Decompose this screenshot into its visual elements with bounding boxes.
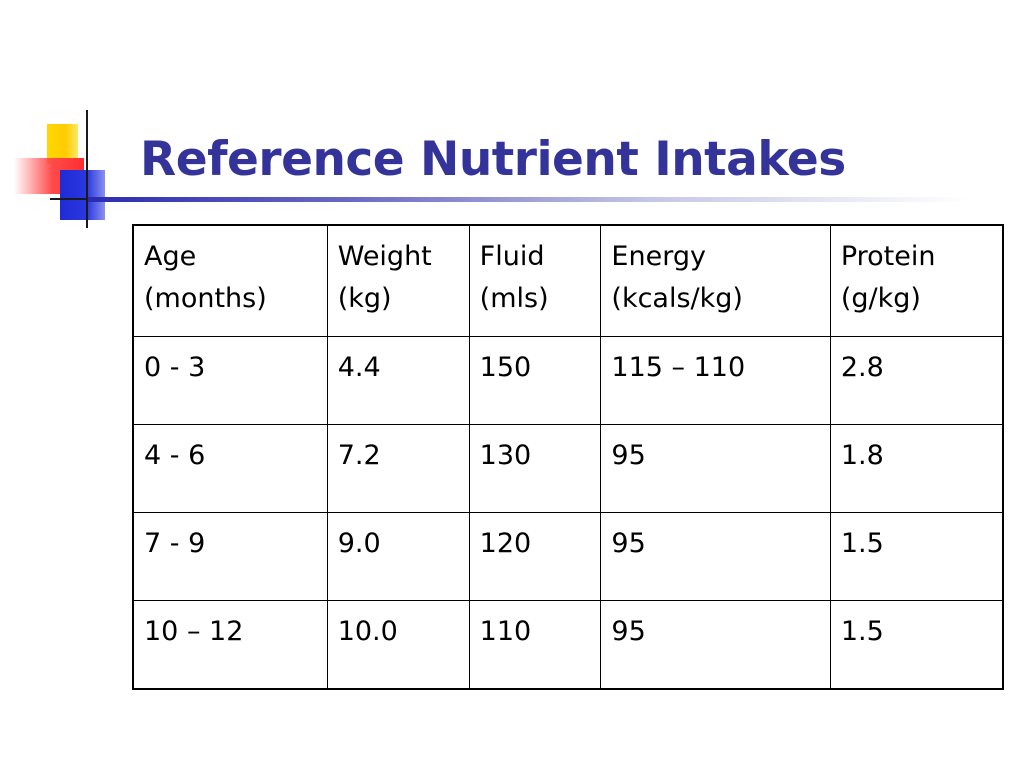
cell-age: 4 - 6 <box>132 424 328 513</box>
table-row: 0 - 3 4.4 150 115 – 110 2.8 <box>132 336 1004 425</box>
cell-protein: 1.8 <box>829 424 1004 513</box>
table-row: 10 – 12 10.0 110 95 1.5 <box>132 600 1004 690</box>
cell-energy: 95 <box>600 600 831 690</box>
header-protein: Protein (g/kg) <box>829 224 1004 337</box>
logo-blue-square <box>60 170 105 220</box>
cell-energy: 95 <box>600 424 831 513</box>
title-underline-rule <box>88 197 968 202</box>
cell-protein: 2.8 <box>829 336 1004 425</box>
logo-horizontal-line <box>50 198 110 200</box>
cell-energy: 115 – 110 <box>600 336 831 425</box>
nutrient-table: Age (months) Weight (kg) Fluid (mls) Energy… <box>132 224 1004 690</box>
cell-fluid: 110 <box>468 600 602 690</box>
cell-age: 10 – 12 <box>132 600 328 690</box>
cell-age: 7 - 9 <box>132 512 328 601</box>
logo-vertical-line <box>86 110 88 228</box>
table-row: 7 - 9 9.0 120 95 1.5 <box>132 512 1004 601</box>
header-weight: Weight (kg) <box>326 224 470 337</box>
cell-age: 0 - 3 <box>132 336 328 425</box>
header-age: Age (months) <box>132 224 328 337</box>
slide-title: Reference Nutrient Intakes <box>140 132 846 187</box>
cell-fluid: 130 <box>468 424 602 513</box>
logo-yellow-square <box>47 124 78 164</box>
cell-energy: 95 <box>600 512 831 601</box>
cell-weight: 9.0 <box>326 512 470 601</box>
cell-protein: 1.5 <box>829 512 1004 601</box>
header-fluid: Fluid (mls) <box>468 224 602 337</box>
table-row: 4 - 6 7.2 130 95 1.8 <box>132 424 1004 513</box>
cell-protein: 1.5 <box>829 600 1004 690</box>
cell-weight: 7.2 <box>326 424 470 513</box>
cell-weight: 4.4 <box>326 336 470 425</box>
table-header-row: Age (months) Weight (kg) Fluid (mls) Energy… <box>132 224 1004 337</box>
cell-fluid: 120 <box>468 512 602 601</box>
cell-fluid: 150 <box>468 336 602 425</box>
header-energy: Energy (kcals/kg) <box>600 224 831 337</box>
decorative-logo <box>0 0 140 240</box>
cell-weight: 10.0 <box>326 600 470 690</box>
